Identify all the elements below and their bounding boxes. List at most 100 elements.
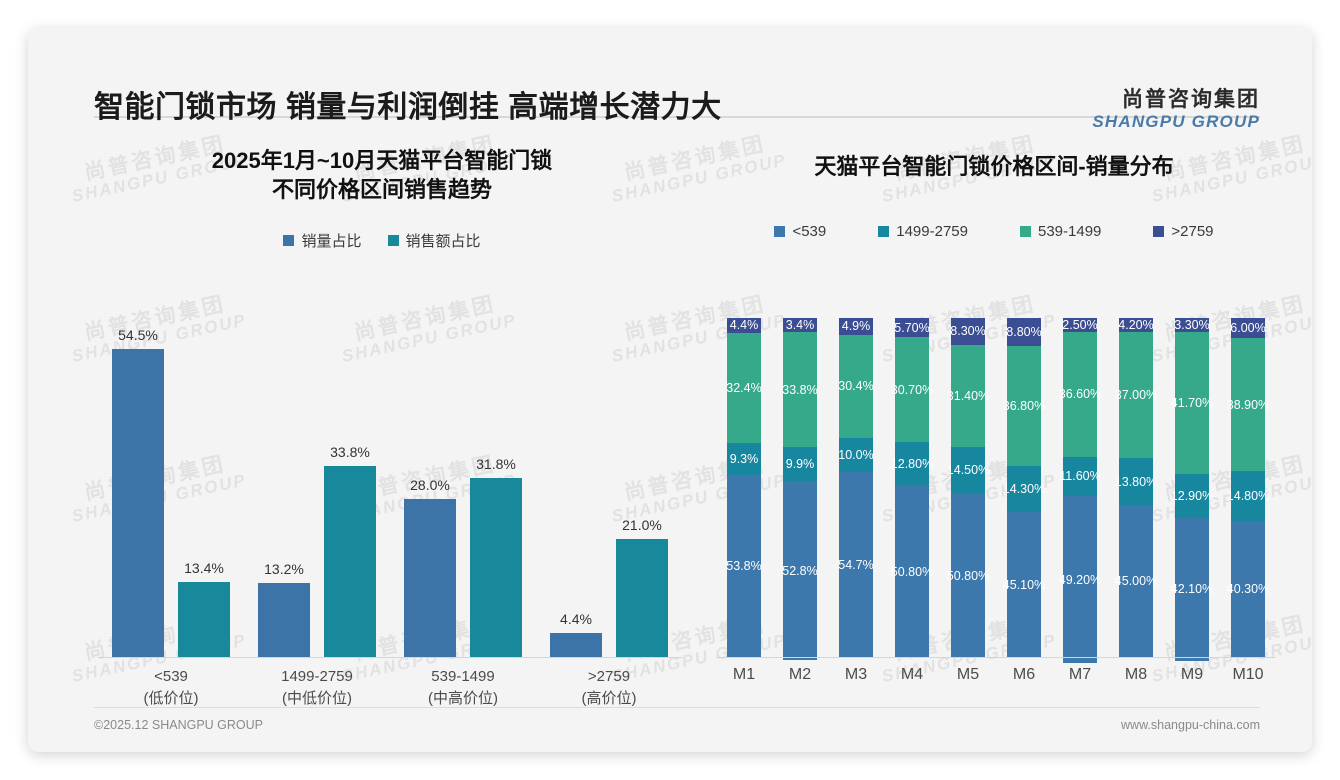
stacked-bar-M2[interactable]: 3.4% 33.8% 9.9% 52.8% [782,318,818,661]
stack-segment-label: 45.10% [1002,577,1046,592]
bar->2759-销量占比[interactable]: 4.4% [550,318,602,658]
footer-website: www.shangpu-china.com [1121,718,1260,732]
stack-segment-539-1499: 37.00% [1115,332,1157,459]
bar-value-label: 21.0% [622,517,662,533]
stack-segment-label: 45.00% [1114,574,1158,589]
left-chart-title-line2: 不同价格区间销售趋势 [271,177,492,203]
stack-segment-label: 49.20% [1058,572,1102,587]
x-axis-label-range: >2759 [587,668,631,685]
x-axis-label-1499-2759: 1499-2759 (中低价位) [244,666,390,710]
left-chart-x-axis-labels: <539 (低价位) 1499-2759 (中低价位) 539-1499 (中高价位) >2… [98,666,682,710]
stacked-bar-M1[interactable]: 4.4% 32.4% 9.3% 53.8% [726,318,762,658]
bar-value-label: 54.5% [118,327,158,344]
bar->2759-销售额占比[interactable]: 21.0% [616,318,668,658]
stack-segment-label: 11.60% [1059,469,1101,484]
stack-segment-1499-2759: 10.0% [838,438,874,473]
x-axis-label-M4: M4 [900,666,924,683]
bar-539-1499-销售额占比[interactable]: 31.8% [470,318,522,658]
footer-divider [94,707,1260,708]
legend-swatch-icon [1019,226,1031,238]
stack-segment-<539: 54.7% [838,472,874,658]
left-chart-legend: 销量占比 销售额占比 [72,230,692,251]
legend-label: 销售额占比 [405,233,481,251]
x-axis-label-M3: M3 [844,666,868,683]
stack-segment-539-1499: 41.70% [1171,332,1213,474]
stack-column: 4.9% 30.4% 10.0% 54.7% [828,318,884,658]
legend-label: <539 [792,223,827,241]
bar-<539-销售额占比[interactable]: 13.4% [178,318,230,658]
stacked-bar-M7[interactable]: 2.50% 36.60% 11.60% 49.20% [1059,318,1101,664]
legend-item-1499-2759[interactable]: 1499-2759 [878,223,968,240]
x-axis-label-range: 1499-2759 [281,668,353,685]
x-axis-label-M8: M8 [1124,666,1148,683]
stack-segment-label: 2.50% [1062,318,1098,332]
x-axis-label-tier: (中高价位) [428,689,498,707]
stacked-bar-M3[interactable]: 4.9% 30.4% 10.0% 54.7% [838,318,874,658]
x-axis-label-539-1499: 539-1499 (中高价位) [390,666,536,710]
stacked-bar-M9[interactable]: 3.30% 41.70% 12.90% 42.10% [1171,318,1213,661]
stack-segment-1499-2759: 14.30% [1003,465,1045,512]
stacked-bar-M4[interactable]: 5.70% 30.70% 12.80% 50.80% [891,318,933,658]
stacked-bar-M10[interactable]: 6.00% 38.90% 14.80% 40.30% [1227,318,1269,658]
bar-rect [112,349,164,658]
stack-segment-label: 9.3% [729,452,759,467]
stack-segment-label: 36.60% [1058,387,1102,402]
stack-segment-539-1499: 30.70% [891,337,933,442]
stack-segment-label: 32.4% [726,381,762,396]
legend-label: >2759 [1171,223,1214,241]
left-chart-title: 2025年1月~10月天猫平台智能门锁 不同价格区间销售趋势 [72,146,692,204]
stack-segment-label: 4.4% [729,318,759,333]
stacked-bar-M8[interactable]: 4.20% 37.00% 13.80% 45.00% [1115,318,1157,658]
x-axis-label-M2: M2 [788,666,812,683]
legend-item->2759[interactable]: >2759 [1153,223,1214,241]
right-chart-x-axis-labels: M1 M2 M3 M4 M5 M6 M7 M8 M9 M10 [716,666,1276,684]
bar-group: 28.0% 31.8% [390,318,536,658]
stack-column: 8.30% 31.40% 14.50% 50.80% [940,318,996,658]
stack-segment->2759: 2.50% [1062,318,1098,332]
bar-rect [550,633,602,658]
stack-segment-539-1499: 31.40% [947,344,989,447]
bar-<539-销量占比[interactable]: 54.5% [112,318,164,658]
stack-segment-label: 50.80% [890,564,934,579]
stack-segment-539-1499: 33.8% [782,332,818,448]
stack-segment-label: 12.90% [1170,488,1214,503]
bar-1499-2759-销售额占比[interactable]: 33.8% [324,318,376,658]
stack-segment-<539: 40.30% [1227,520,1269,658]
stack-segment-1499-2759: 9.3% [727,443,761,475]
right-chart-panel: 天猫平台智能门锁价格区间-销量分布 <539 1499-2759 539-1499 >… [696,146,1292,706]
legend-item-0[interactable]: 销量占比 [283,230,362,251]
stack-segment-1499-2759: 12.90% [1171,473,1213,518]
stack-segment->2759: 3.30% [1174,318,1210,332]
x-axis-label-<539: <539 (低价位) [98,666,244,710]
bar-1499-2759-销量占比[interactable]: 13.2% [258,318,310,658]
stack-segment-label: 53.8% [726,559,762,574]
legend-item-539-1499[interactable]: 539-1499 [1019,223,1102,241]
stack-segment->2759: 8.80% [1006,318,1042,347]
legend-item-1[interactable]: 销售额占比 [387,230,481,251]
legend-item-<539[interactable]: <539 [774,223,826,240]
slide-header: 智能门锁市场 销量与利润倒挂 高端增长潜力大 尚普咨询集团 SHANGPU GR… [28,28,1312,131]
x-axis-label->2759: >2759 (高价位) [536,666,682,710]
stack-segment-label: 40.30% [1226,582,1270,597]
stacked-bar-M6[interactable]: 8.80% 36.80% 14.30% 45.10% [1003,318,1045,658]
stack-column: 5.70% 30.70% 12.80% 50.80% [884,318,940,658]
logo-chinese-name: 尚普咨询集团 [1122,88,1260,111]
stack-segment-label: 14.50% [946,463,990,478]
bar-value-label: 33.8% [330,444,370,461]
stack-segment-1499-2759: 14.80% [1227,470,1269,521]
left-chart-axis [98,657,682,658]
stack-segment-label: 30.70% [890,382,934,397]
stack-segment->2759: 4.4% [727,318,761,333]
x-axis-label-M6: M6 [1012,666,1036,683]
legend-label: 539-1499 [1037,223,1102,241]
stacked-bar-M5[interactable]: 8.30% 31.40% 14.50% 50.80% [947,318,989,658]
left-chart-plot: 54.5% 13.4% 13.2% 33.8% 28.0% 31.8% 4.4% 21.0% [98,318,682,658]
stack-segment-label: 37.00% [1114,388,1158,403]
stack-segment-<539: 45.00% [1115,504,1157,658]
x-axis-label-tier: (低价位) [143,689,199,707]
stack-column: 4.20% 37.00% 13.80% 45.00% [1108,318,1164,658]
bar-539-1499-销量占比[interactable]: 28.0% [404,318,456,658]
stack-column: 4.4% 32.4% 9.3% 53.8% [716,318,772,658]
stack-segment-<539: 42.10% [1171,517,1213,661]
stack-column: 8.80% 36.80% 14.30% 45.10% [996,318,1052,658]
